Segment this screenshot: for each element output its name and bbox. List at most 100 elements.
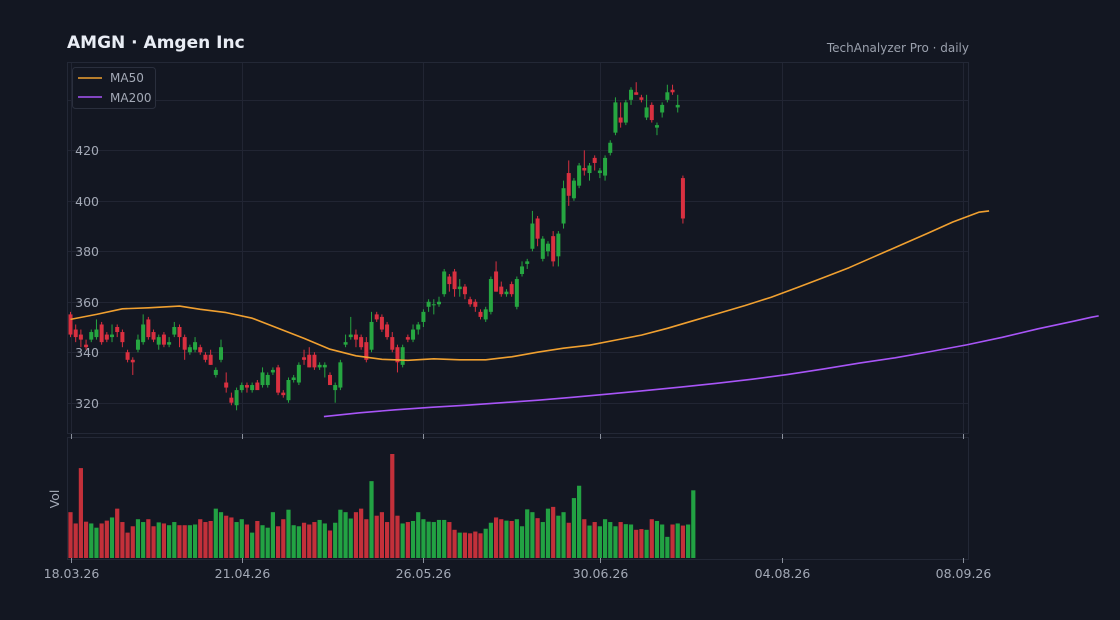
candle-body [603,157,608,176]
volume-bar [675,523,680,558]
volume-bar [582,519,587,558]
volume-bar [281,519,286,558]
candle-body [680,178,685,219]
candle-body [478,311,483,317]
candle [520,261,525,277]
candle [587,162,592,181]
candle-body [436,301,441,305]
price-panel-frame [67,62,969,434]
candle [639,94,644,103]
candle [488,276,493,315]
candle-body [639,97,644,100]
candle-body [359,337,364,348]
candle [545,241,550,257]
candle-body [592,157,597,163]
x-tick-label: 26.05.26 [396,566,452,581]
candle [582,150,587,176]
candle-body [561,188,566,224]
candle-body [395,347,400,363]
candle [634,82,639,95]
candle [442,268,447,297]
candle [411,324,416,343]
volume-bar [172,522,177,558]
candle-body [307,354,312,368]
candle-body [135,339,140,350]
candle-body [328,374,332,386]
candle-body [224,382,229,388]
volume-bar [540,522,545,558]
volume-bar [229,517,234,558]
volume-bar [499,519,504,558]
candle [156,334,161,350]
volume-bar [192,524,198,558]
candle-body [385,324,390,338]
candle [416,321,421,335]
volume-bar [493,517,499,558]
candle-body [89,332,94,340]
volume-bar [270,512,276,558]
volume-bar [436,519,442,558]
volume-bar [530,512,535,558]
candle [296,362,301,386]
candle [302,349,307,365]
candle-body [115,327,120,333]
candle [379,314,384,333]
volume-bar [120,522,125,558]
candle [629,87,634,105]
candle-body [530,223,535,249]
candle-body [675,104,680,108]
volume-bar [592,522,597,558]
volume-bar [613,526,618,558]
candle [182,334,187,360]
volume-bar [649,519,654,558]
volume-bar [307,524,312,558]
candle [328,372,332,386]
volume-bar [416,512,421,558]
candle-body [369,321,374,350]
candle-body [665,92,670,100]
volume-bar [628,524,634,558]
volume-bar [504,520,509,558]
candle [120,329,125,348]
volume-bar [260,525,265,558]
candle [483,306,488,322]
candle [660,102,665,118]
legend: MA50 MA200 [72,67,156,109]
candle [556,231,561,267]
candles [68,82,685,411]
chart-title: AMGN · Amgen Inc [67,33,245,53]
candle-body [172,327,177,335]
candle-body [535,218,540,239]
volume-bar [156,522,161,558]
candle-body [577,165,582,186]
volume-bar [473,531,478,558]
candle-body [431,304,436,306]
candle [499,281,504,297]
candle-body [364,342,369,360]
volume-bars [68,454,696,558]
candle-body [509,284,514,295]
y-tick-label: 320 [75,396,99,411]
candle [436,296,441,307]
candle [260,367,265,388]
candle-body [130,359,135,363]
volume-bar [333,522,338,558]
candle [130,357,135,375]
candle [675,94,680,113]
candle-body [78,334,83,340]
volume-bar [177,525,182,558]
candle-body [540,238,545,259]
candle [291,374,296,383]
x-tick-label: 21.04.26 [215,566,271,581]
candle [353,329,358,348]
candle [462,284,467,300]
candle-body [379,316,384,330]
volume-bar [654,520,660,558]
candle-body [348,334,353,338]
candle [99,321,104,345]
candle-body [146,319,151,338]
volume-bar [457,532,462,558]
candle [177,324,182,348]
volume-bar [135,519,141,558]
